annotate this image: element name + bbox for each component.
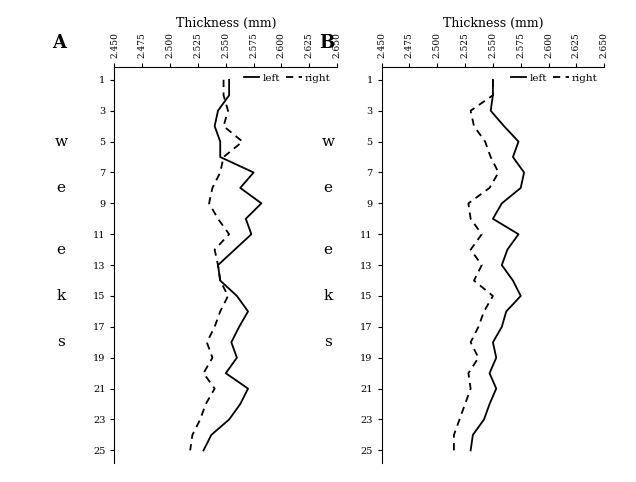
X-axis label: Thickness (mm): Thickness (mm) [443,17,543,30]
Text: s: s [324,335,332,349]
Text: e: e [324,181,333,195]
Text: s: s [57,335,65,349]
Legend: left, right: left, right [507,69,602,87]
Text: k: k [57,289,66,303]
Text: A: A [52,34,66,52]
Legend: left, right: left, right [240,69,335,87]
Text: w: w [55,134,67,148]
Text: k: k [324,289,333,303]
Text: e: e [57,242,66,256]
Text: w: w [322,134,335,148]
Text: e: e [57,181,66,195]
Text: e: e [324,242,333,256]
X-axis label: Thickness (mm): Thickness (mm) [176,17,276,30]
Text: B: B [319,34,335,52]
